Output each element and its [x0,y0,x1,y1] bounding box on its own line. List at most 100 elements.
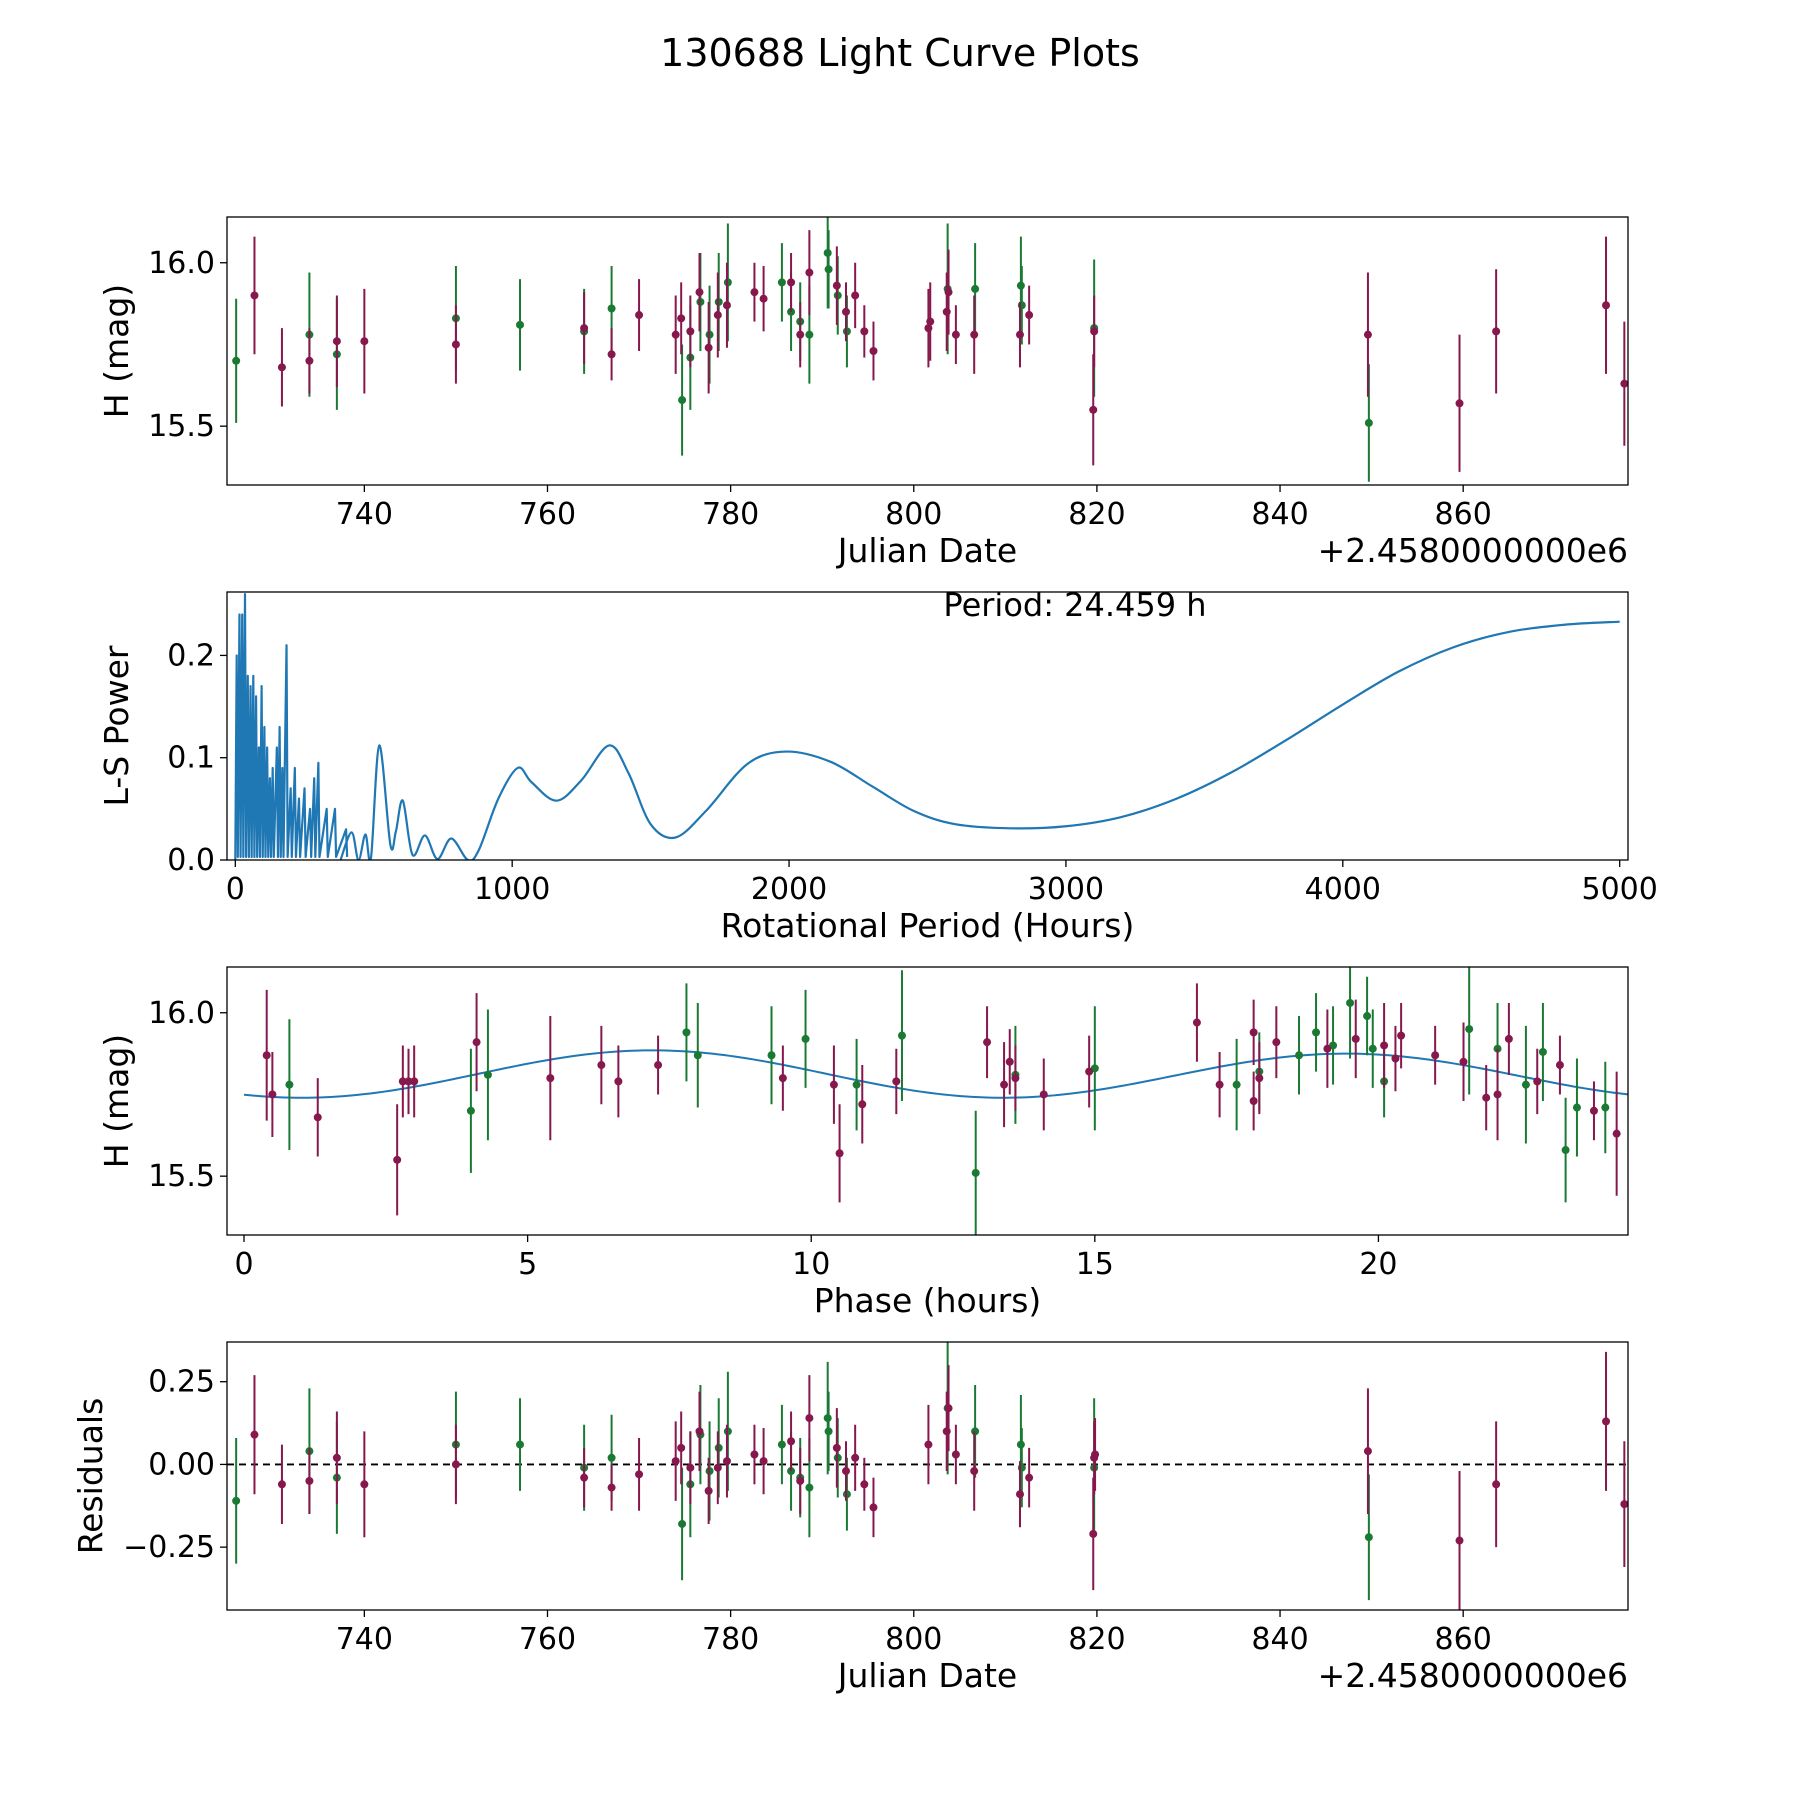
magenta-data-point [1620,1500,1628,1509]
x-tick-label: 800 [885,497,942,532]
magenta-data-point [1555,1061,1564,1070]
green-data-point [971,284,980,293]
magenta-data-point [677,1443,686,1452]
green-data-point [824,1427,833,1436]
magenta-data-point [944,1404,953,1413]
green-data-point [1572,1103,1581,1112]
periodogram-curve [339,620,1620,860]
magenta-data-point [1492,1480,1501,1489]
green-data-point [1368,1044,1377,1053]
green-data-point [767,1051,776,1060]
magenta-data-point [1589,1106,1598,1115]
magenta-data-point [580,1473,589,1482]
y-tick-label: 16.0 [148,996,215,1031]
plot-area [234,592,1620,860]
x-offset-text: +2.4580000000e6 [1318,531,1628,570]
magenta-data-point [1089,405,1098,414]
x-tick-label: 1000 [474,872,550,907]
x-tick-label: 780 [702,1622,759,1657]
magenta-data-point [842,1467,851,1476]
magenta-data-point [759,294,768,303]
magenta-data-point [759,1457,768,1466]
green-data-point [516,320,525,329]
magenta-data-point [1504,1034,1513,1043]
green-data-point [777,278,786,287]
magenta-data-point [1602,301,1611,310]
green-data-point [607,304,616,313]
x-tick-label: 15 [1076,1247,1114,1282]
magenta-data-point [860,1480,869,1489]
magenta-data-point [1363,330,1372,339]
lightcurve-panel: 740 760 780 800 820 840 860 15.5 16.0 Julian Date… [97,216,1629,570]
x-tick-label: 2000 [751,872,827,907]
green-data-point [682,1028,691,1037]
magenta-data-point [1000,1080,1009,1089]
periodogram-spikes [234,592,349,860]
y-tick-label: 0.1 [167,741,215,776]
green-data-point [232,356,241,365]
magenta-data-point [713,311,722,320]
magenta-data-point [1025,311,1034,320]
magenta-data-point [1090,327,1099,336]
magenta-data-point [277,363,286,372]
magenta-data-point [1192,1018,1201,1027]
magenta-data-point [1492,327,1501,336]
magenta-data-point [713,1463,722,1472]
y-tick-label: 0.2 [167,638,215,673]
magenta-data-point [722,1457,731,1466]
magenta-data-point [1391,1054,1400,1063]
plot-area [227,1342,1628,1610]
y-axis-label: Residuals [71,1398,110,1555]
y-tick-label: −0.25 [123,1530,215,1565]
magenta-data-point [1455,399,1464,408]
magenta-data-point [1089,1529,1098,1538]
green-data-point [232,1496,241,1505]
x-tick-label: 760 [519,1622,576,1657]
magenta-data-point [580,324,589,333]
green-data-point [1364,418,1373,427]
magenta-data-point [829,1080,838,1089]
green-data-point [678,1519,687,1528]
x-axis-label: Julian Date [836,1656,1018,1695]
magenta-data-point [1397,1031,1406,1040]
x-tick-label: 860 [1435,1622,1492,1657]
magenta-data-point [1380,1041,1389,1050]
x-tick-label: 780 [702,497,759,532]
magenta-data-point [671,1457,680,1466]
magenta-data-point [842,307,851,316]
x-offset-text: +2.4580000000e6 [1318,1656,1628,1695]
magenta-data-point [944,288,953,297]
y-tick-label: 0.25 [148,1365,215,1400]
green-data-point [1346,998,1355,1007]
figure-title: 130688 Light Curve Plots [660,31,1140,75]
magenta-data-point [869,347,878,355]
magenta-data-point [597,1061,606,1070]
magenta-data-point [805,268,814,277]
x-tick-label: 5000 [1582,872,1658,907]
magenta-data-point [951,330,960,339]
green-data-point [971,1168,980,1177]
magenta-data-point [787,278,796,287]
magenta-data-point [970,1467,979,1476]
magenta-data-point [1272,1038,1281,1047]
plot-area [232,217,1628,482]
x-tick-label: 840 [1251,1622,1308,1657]
green-data-point [678,396,687,405]
x-tick-label: 820 [1068,1622,1125,1657]
axes-frame [226,966,1629,1236]
magenta-data-point [393,1155,402,1164]
x-tick-label: 740 [336,497,393,532]
green-data-point [897,1031,906,1040]
magenta-data-point [1039,1090,1048,1099]
magenta-data-point [614,1077,623,1086]
magenta-data-point [404,1077,413,1086]
magenta-data-point [796,1476,805,1485]
y-tick-label: 15.5 [148,1159,215,1194]
x-tick-label: 760 [519,497,576,532]
magenta-data-point [546,1074,555,1083]
x-tick-label: 860 [1435,497,1492,532]
green-data-point [1538,1047,1547,1056]
green-data-point [852,1080,861,1089]
green-data-point [805,1483,814,1492]
x-tick-label: 0 [226,872,245,907]
